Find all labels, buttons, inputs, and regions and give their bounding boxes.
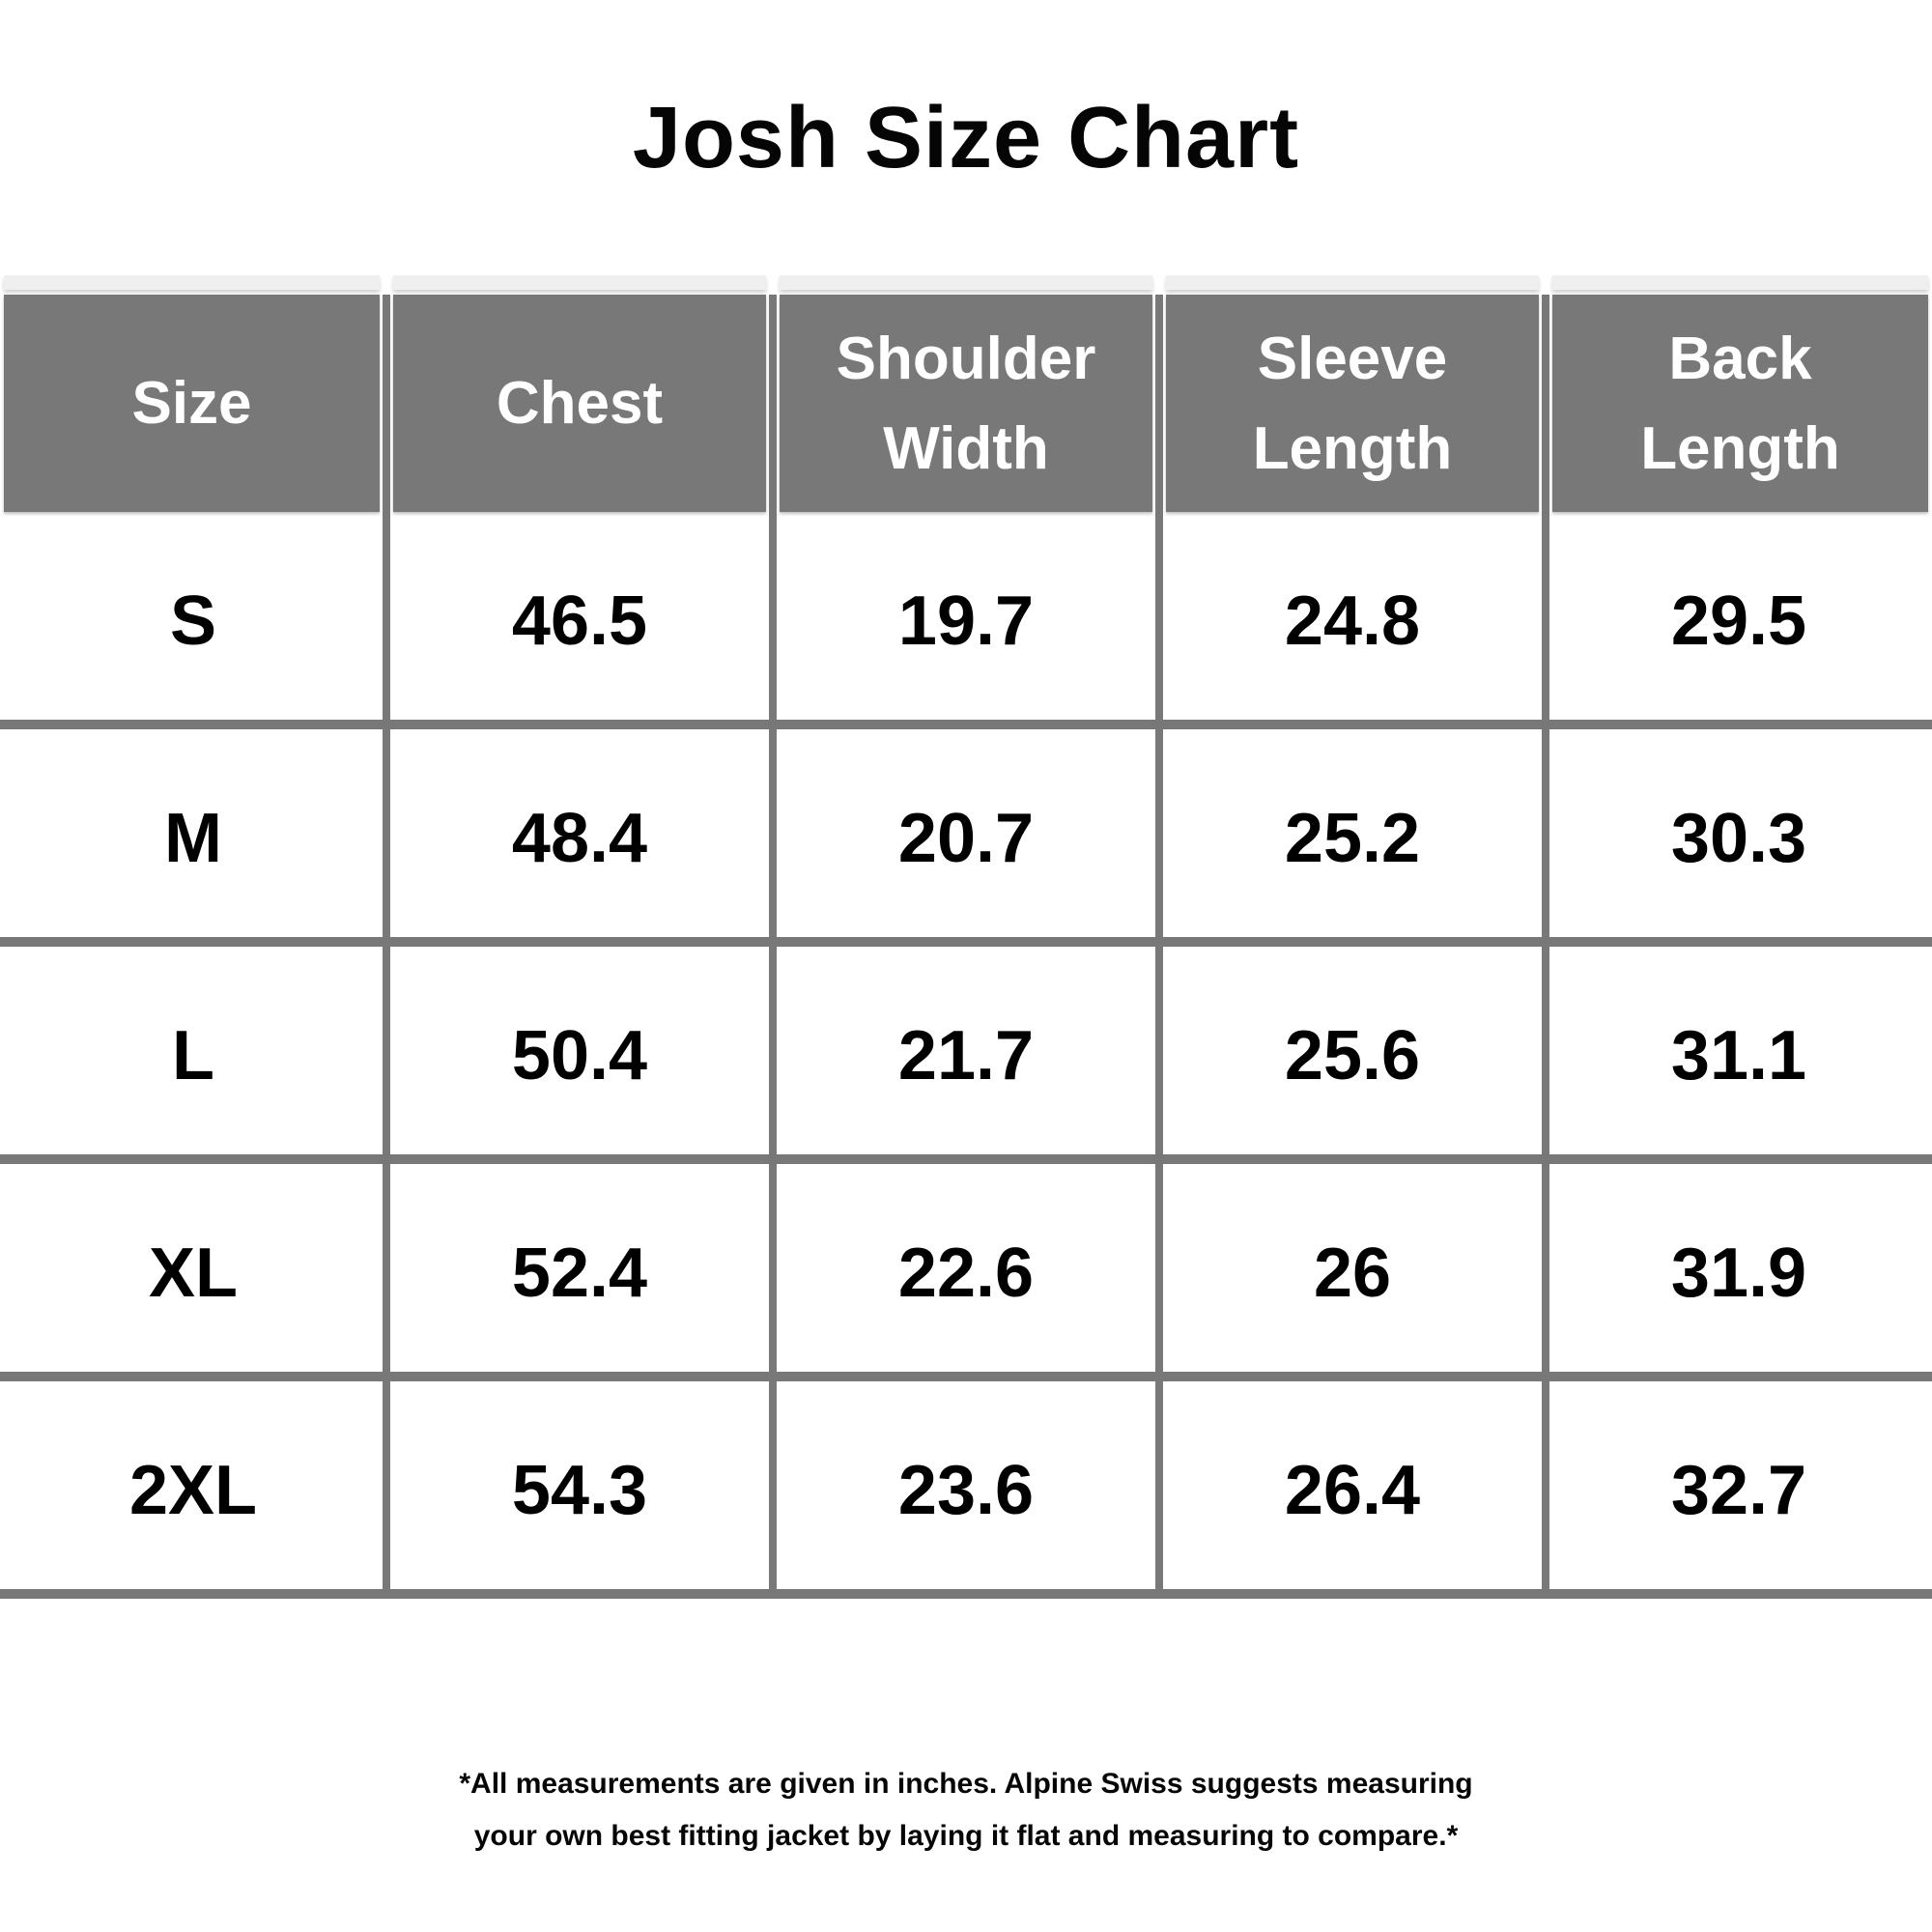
cell-back-length: 32.7 bbox=[1670, 1451, 1807, 1529]
cell-shoulder-width: 23.6 bbox=[897, 1451, 1035, 1529]
header-cell-chest: Chest bbox=[393, 295, 766, 512]
cell-back-length: 29.5 bbox=[1670, 582, 1807, 660]
cell-back-length: 31.1 bbox=[1670, 1016, 1807, 1094]
table-row-m: M 48.4 20.7 25.2 30.3 bbox=[0, 729, 1932, 947]
header-top-strip bbox=[780, 275, 1152, 290]
table-row-2xl: 2XL 54.3 23.6 26.4 32.7 bbox=[0, 1381, 1932, 1599]
column-divider bbox=[1155, 295, 1163, 1599]
column-divider bbox=[769, 295, 777, 1599]
header-column-chest: Chest bbox=[393, 275, 766, 512]
column-divider bbox=[383, 295, 390, 1599]
header-cell-size: Size bbox=[4, 295, 380, 512]
header-cell-back-length: Back Length bbox=[1552, 295, 1928, 512]
cell-chest: 50.4 bbox=[511, 1016, 648, 1094]
cell-chest: 54.3 bbox=[511, 1451, 648, 1529]
cell-size-label: XL bbox=[148, 1234, 238, 1312]
cell-chest: 46.5 bbox=[511, 582, 648, 660]
row-divider bbox=[0, 937, 1932, 947]
table-bottom-border bbox=[0, 1589, 1932, 1599]
cell-sleeve-length: 25.6 bbox=[1284, 1016, 1421, 1094]
column-divider bbox=[1542, 295, 1549, 1599]
header-column-size: Size bbox=[4, 275, 380, 512]
row-divider bbox=[0, 720, 1932, 729]
cell-sleeve-length: 26.4 bbox=[1284, 1451, 1421, 1529]
cell-sleeve-length: 26 bbox=[1313, 1234, 1392, 1312]
header-cell-shoulder-width: Shoulder Width bbox=[780, 295, 1152, 512]
cell-shoulder-width: 19.7 bbox=[897, 582, 1035, 660]
header-column-back-length: Back Length bbox=[1552, 275, 1928, 512]
cell-chest: 52.4 bbox=[511, 1234, 648, 1312]
row-divider bbox=[0, 1154, 1932, 1164]
cell-back-length: 31.9 bbox=[1670, 1234, 1807, 1312]
table-row-xl: XL 52.4 22.6 26 31.9 bbox=[0, 1164, 1932, 1381]
cell-shoulder-width: 21.7 bbox=[897, 1016, 1035, 1094]
header-column-sleeve-length: Sleeve Length bbox=[1166, 275, 1539, 512]
header-column-shoulder-width: Shoulder Width bbox=[780, 275, 1152, 512]
measurement-note-line2: your own best fitting jacket by laying i… bbox=[473, 1820, 1459, 1852]
cell-size-label: 2XL bbox=[128, 1451, 258, 1529]
cell-shoulder-width: 22.6 bbox=[897, 1234, 1035, 1312]
table-row-l: L 50.4 21.7 25.6 31.1 bbox=[0, 947, 1932, 1164]
table-row-s: S 46.5 19.7 24.8 29.5 bbox=[0, 512, 1932, 729]
cell-back-length: 30.3 bbox=[1670, 799, 1807, 877]
cell-size-label: L bbox=[172, 1016, 214, 1094]
header-top-strip bbox=[393, 275, 766, 290]
header-top-strip bbox=[4, 275, 380, 290]
header-cell-sleeve-length: Sleeve Length bbox=[1166, 295, 1539, 512]
measurement-note-line1: *All measurements are given in inches. A… bbox=[459, 1768, 1473, 1800]
cell-sleeve-length: 24.8 bbox=[1284, 582, 1421, 660]
cell-size-label: M bbox=[164, 799, 222, 877]
measurement-note: *All measurements are given in inches. A… bbox=[0, 1758, 1932, 1862]
cell-shoulder-width: 20.7 bbox=[897, 799, 1035, 877]
cell-size-label: S bbox=[169, 582, 217, 660]
page-title: Josh Size Chart bbox=[632, 90, 1300, 186]
row-divider bbox=[0, 1372, 1932, 1381]
header-top-strip bbox=[1166, 275, 1539, 290]
cell-sleeve-length: 25.2 bbox=[1284, 799, 1421, 877]
header-top-strip bbox=[1552, 275, 1928, 290]
cell-chest: 48.4 bbox=[511, 799, 648, 877]
